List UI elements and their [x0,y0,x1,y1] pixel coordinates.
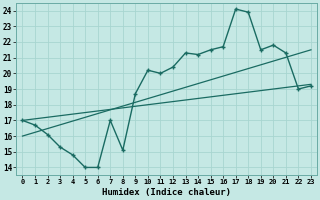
X-axis label: Humidex (Indice chaleur): Humidex (Indice chaleur) [102,188,231,197]
